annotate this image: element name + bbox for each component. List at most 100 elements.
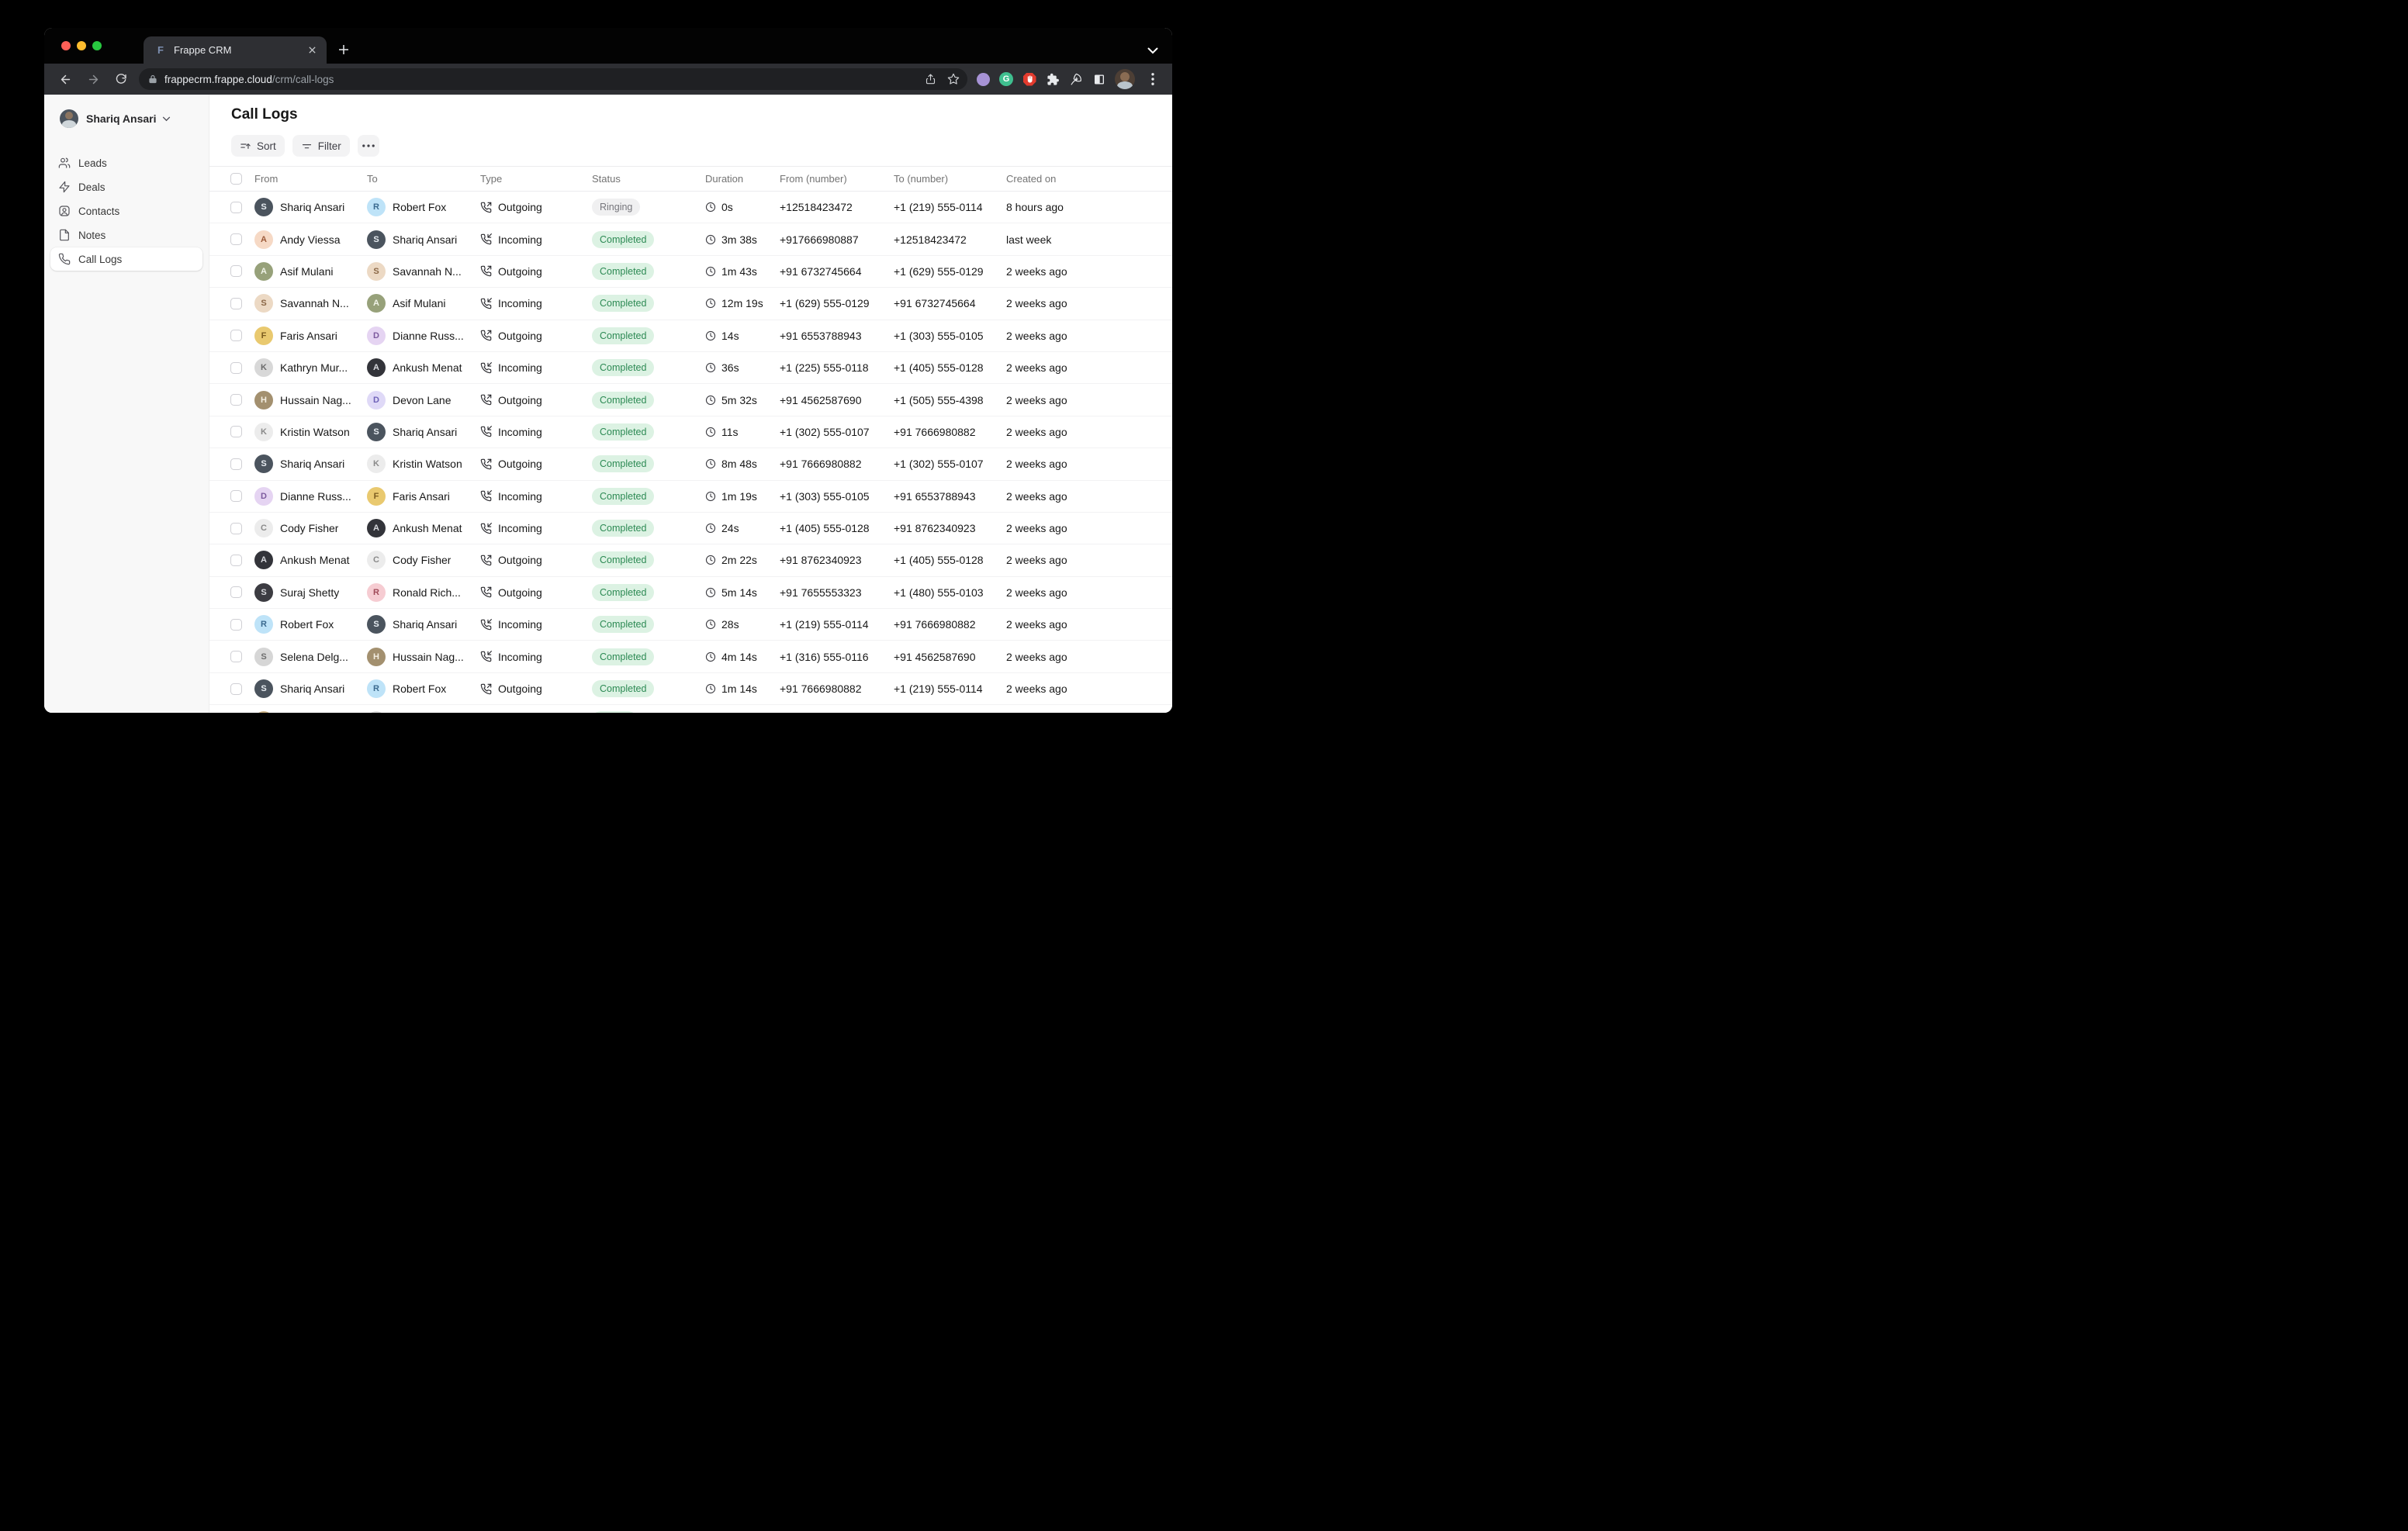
row-checkbox[interactable] — [230, 458, 242, 470]
browser-menu-icon[interactable] — [1143, 69, 1163, 89]
table-row[interactable]: K Kathryn Mur... A Ankush Menat Incoming Comp… — [209, 352, 1172, 385]
column-header-duration[interactable]: Duration — [705, 173, 744, 185]
sidebar-item-leads[interactable]: Leads — [50, 151, 202, 175]
more-options-button[interactable] — [357, 135, 379, 157]
row-checkbox[interactable] — [230, 361, 242, 374]
column-header-from[interactable]: From — [254, 173, 279, 185]
tab-close-icon[interactable] — [305, 43, 319, 57]
column-header-to[interactable]: To — [367, 173, 378, 185]
extensions-puzzle-icon[interactable] — [1045, 71, 1060, 87]
avatar: S — [254, 454, 273, 474]
row-checkbox[interactable] — [230, 586, 242, 599]
phone-incoming-icon — [480, 522, 492, 534]
row-checkbox[interactable] — [230, 330, 242, 342]
table-row[interactable]: S Suraj Shetty R Ronald Rich... Outgoing Comp… — [209, 577, 1172, 610]
call-type-label: Outgoing — [498, 683, 542, 696]
table-row[interactable]: S Shariq Ansari R Robert Fox Outgoing Complet… — [209, 673, 1172, 706]
forward-icon[interactable] — [83, 69, 103, 89]
row-checkbox[interactable] — [230, 297, 242, 309]
sort-button[interactable]: Sort — [231, 135, 285, 157]
close-window-button[interactable] — [61, 41, 71, 50]
status-cell: Completed — [592, 616, 705, 634]
select-all-checkbox[interactable] — [230, 173, 242, 185]
clock-icon — [705, 587, 716, 598]
avatar — [367, 711, 386, 713]
back-icon[interactable] — [55, 69, 75, 89]
column-header-status[interactable]: Status — [592, 173, 621, 185]
sidebar-item-label: Contacts — [78, 205, 120, 217]
table-row[interactable]: S Shariq Ansari K Kristin Watson Outgoing Com… — [209, 448, 1172, 481]
to-name: Savannah N... — [393, 264, 462, 278]
created-on: 2 weeks ago — [1006, 489, 1067, 503]
table-row[interactable]: A Asif Mulani S Savannah N... Outgoing Comple… — [209, 256, 1172, 289]
row-checkbox[interactable] — [230, 426, 242, 438]
table-row[interactable]: S Shariq Ansari R Robert Fox Outgoing Ringing… — [209, 192, 1172, 224]
table-row[interactable]: C Cody Fisher A Ankush Menat Incoming Complet… — [209, 513, 1172, 545]
table-row[interactable]: A Andy Viessa S Shariq Ansari Incoming Comple… — [209, 223, 1172, 256]
column-header-to-number[interactable]: To (number) — [894, 173, 949, 185]
row-checkbox[interactable] — [230, 233, 242, 246]
phone-outgoing-icon — [480, 586, 492, 598]
minimize-window-button[interactable] — [77, 41, 86, 50]
row-checkbox[interactable] — [230, 522, 242, 534]
table-row[interactable]: R Robert Fox S Shariq Ansari Incoming Complet… — [209, 609, 1172, 641]
duration-cell: 11s — [705, 426, 780, 438]
browser-profile-avatar[interactable] — [1115, 69, 1135, 89]
duration-cell: 3m 38s — [705, 233, 780, 246]
status-cell: Completed — [592, 327, 705, 344]
created-on: 2 weeks ago — [1006, 586, 1067, 599]
table-row[interactable]: H Hussain Nag... D Devon Lane Outgoing Comple… — [209, 384, 1172, 416]
maximize-window-button[interactable] — [92, 41, 102, 50]
browser-tab[interactable]: F Frappe CRM — [144, 36, 327, 64]
row-checkbox[interactable] — [230, 683, 242, 695]
row-checkbox[interactable] — [230, 618, 242, 631]
reload-icon[interactable] — [111, 69, 131, 89]
avatar: S — [367, 615, 386, 634]
avatar: A — [254, 230, 273, 249]
leaf-extension-icon[interactable] — [1068, 71, 1084, 87]
from-cell: S Suraj Shetty — [254, 582, 367, 602]
sidebar-item-label: Call Logs — [78, 253, 123, 265]
sidebar-item-deals[interactable]: Deals — [50, 175, 202, 199]
row-checkbox[interactable] — [230, 651, 242, 663]
sidebar-item-notes[interactable]: Notes — [50, 223, 202, 247]
status-badge: Completed — [592, 295, 655, 313]
from-name: Cody Fisher — [280, 522, 339, 535]
sidebar-item-contacts[interactable]: Contacts — [50, 199, 202, 223]
chevron-down-icon[interactable] — [1147, 47, 1158, 54]
sidebar-item-call-logs[interactable]: Call Logs — [50, 247, 202, 271]
table-row[interactable] — [209, 705, 1172, 713]
table-row[interactable]: K Kristin Watson S Shariq Ansari Incoming Com… — [209, 416, 1172, 449]
duration-value: 1m 19s — [721, 489, 757, 503]
duration-value: 1m 14s — [721, 683, 757, 696]
table-row[interactable]: D Dianne Russ... F Faris Ansari Incoming Comp… — [209, 481, 1172, 513]
row-checkbox[interactable] — [230, 554, 242, 566]
column-header-created-on[interactable]: Created on — [1006, 173, 1057, 185]
table-row[interactable]: S Selena Delg... H Hussain Nag... Incoming Co… — [209, 641, 1172, 673]
github-extension-icon[interactable] — [975, 71, 991, 87]
column-header-type[interactable]: Type — [480, 173, 503, 185]
column-header-from-number[interactable]: From (number) — [780, 173, 847, 185]
duration-value: 5m 14s — [721, 586, 757, 599]
clock-icon — [705, 458, 716, 469]
row-checkbox[interactable] — [230, 490, 242, 503]
row-checkbox[interactable] — [230, 201, 242, 213]
sidebar-toggle-extension-icon[interactable] — [1092, 71, 1107, 87]
row-checkbox[interactable] — [230, 265, 242, 278]
table-row[interactable]: S Savannah N... A Asif Mulani Incoming Comple… — [209, 288, 1172, 320]
new-tab-button[interactable] — [333, 39, 355, 60]
table-row[interactable]: F Faris Ansari D Dianne Russ... Outgoing Comp… — [209, 320, 1172, 352]
to-number: +1 (303) 555-0105 — [894, 329, 984, 342]
address-bar[interactable]: frappecrm.frappe.cloud/crm/call-logs — [139, 68, 967, 90]
row-checkbox[interactable] — [230, 394, 242, 406]
duration-value: 0s — [721, 201, 733, 214]
table-row[interactable]: A Ankush Menat C Cody Fisher Outgoing Complet… — [209, 544, 1172, 577]
adblock-extension-icon[interactable] — [1022, 71, 1037, 87]
from-cell: R Robert Fox — [254, 615, 367, 634]
created-on: 2 weeks ago — [1006, 361, 1067, 375]
grammarly-extension-icon[interactable]: G — [998, 71, 1014, 87]
user-menu[interactable]: Shariq Ansari — [50, 107, 202, 130]
share-icon[interactable] — [925, 73, 936, 85]
filter-button[interactable]: Filter — [292, 135, 350, 157]
bookmark-star-icon[interactable] — [947, 73, 960, 85]
